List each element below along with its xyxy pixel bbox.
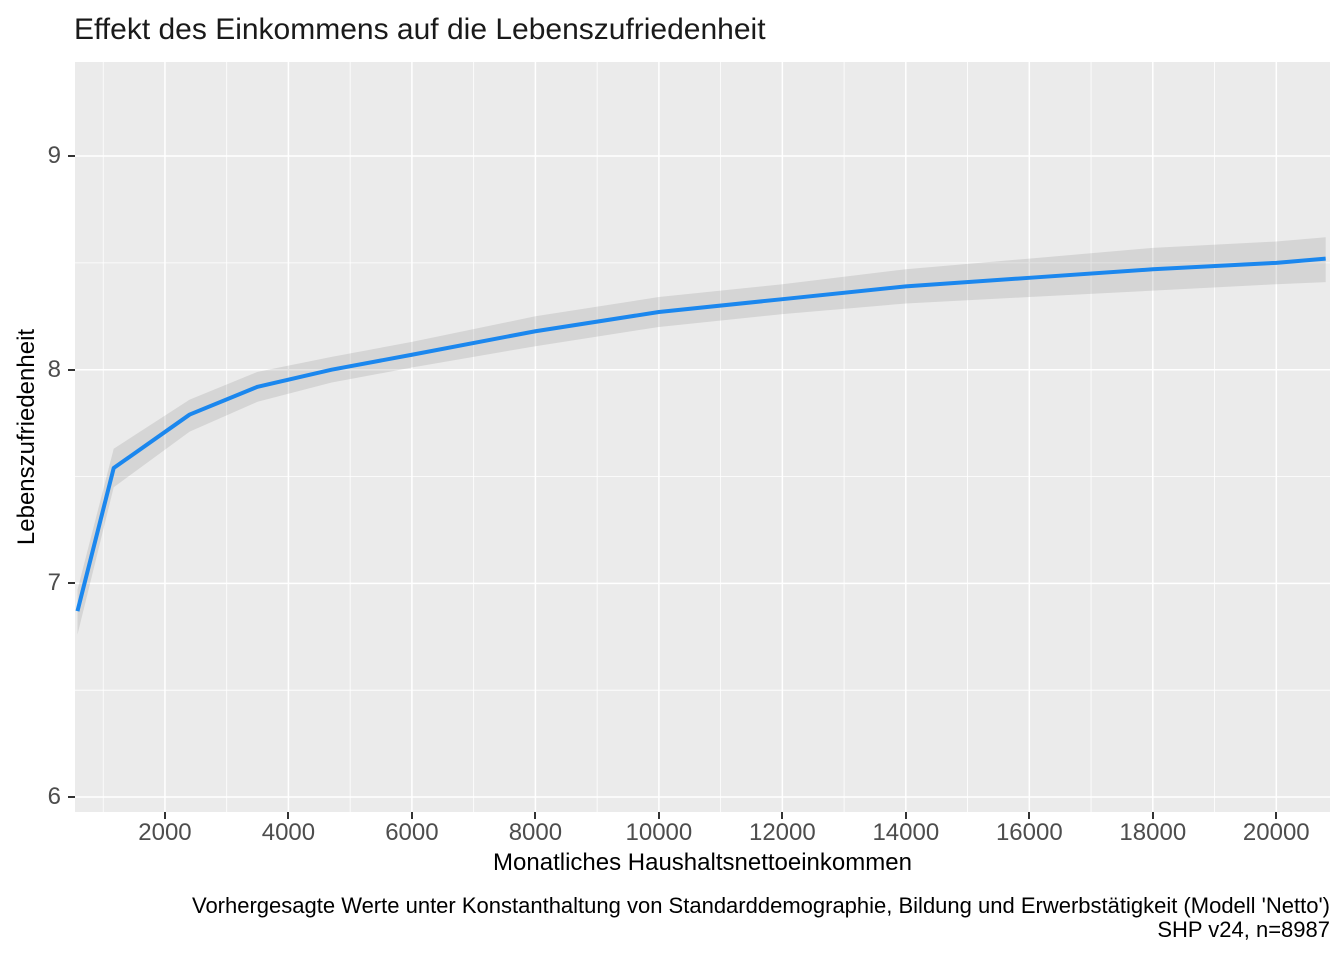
x-tick-mark xyxy=(1275,812,1278,819)
chart-canvas xyxy=(75,62,1330,812)
y-tick-mark xyxy=(68,582,75,585)
x-tick-mark xyxy=(904,812,907,819)
x-tick-mark xyxy=(1151,812,1154,819)
x-tick-label: 18000 xyxy=(1119,819,1187,846)
y-tick-mark xyxy=(68,155,75,158)
prediction-line xyxy=(75,256,1326,612)
caption: Vorhergesagte Werte unter Konstanthaltun… xyxy=(192,894,1330,942)
y-tick-mark xyxy=(68,368,75,371)
x-tick-label: 20000 xyxy=(1242,819,1310,846)
x-tick-label: 8000 xyxy=(508,819,563,846)
x-tick-label: 16000 xyxy=(995,819,1063,846)
x-tick-mark xyxy=(657,812,660,819)
plot-title: Effekt des Einkommens auf die Lebenszufr… xyxy=(74,13,766,46)
y-tick-mark xyxy=(68,796,75,799)
x-tick-mark xyxy=(1028,812,1031,819)
x-tick-mark xyxy=(410,812,413,819)
minor-gridlines xyxy=(75,62,1330,812)
caption-line-1: Vorhergesagte Werte unter Konstanthaltun… xyxy=(191,893,1330,918)
x-tick-mark xyxy=(534,812,537,819)
y-tick-label: 6 xyxy=(47,783,61,811)
x-tick-mark xyxy=(287,812,290,819)
y-tick-label: 8 xyxy=(47,355,61,383)
major-gridlines xyxy=(75,62,1330,812)
x-tick-label: 14000 xyxy=(872,819,940,846)
y-tick-label: 9 xyxy=(47,142,61,170)
x-tick-label: 12000 xyxy=(748,819,816,846)
x-tick-label: 2000 xyxy=(138,819,192,846)
confidence-band xyxy=(77,237,1326,635)
x-tick-label: 6000 xyxy=(385,819,439,846)
plot-panel xyxy=(75,62,1330,812)
x-tick-label: 10000 xyxy=(625,819,693,846)
caption-line-2: SHP v24, n=8987 xyxy=(1157,917,1330,942)
x-tick-mark xyxy=(163,812,166,819)
y-tick-label: 7 xyxy=(47,569,61,597)
x-axis-title: Monatliches Haushaltsnettoeinkommen xyxy=(493,849,912,876)
x-tick-mark xyxy=(781,812,784,819)
y-axis-title: Lebenszufriedenheit xyxy=(13,328,40,546)
x-tick-label: 4000 xyxy=(261,819,316,846)
